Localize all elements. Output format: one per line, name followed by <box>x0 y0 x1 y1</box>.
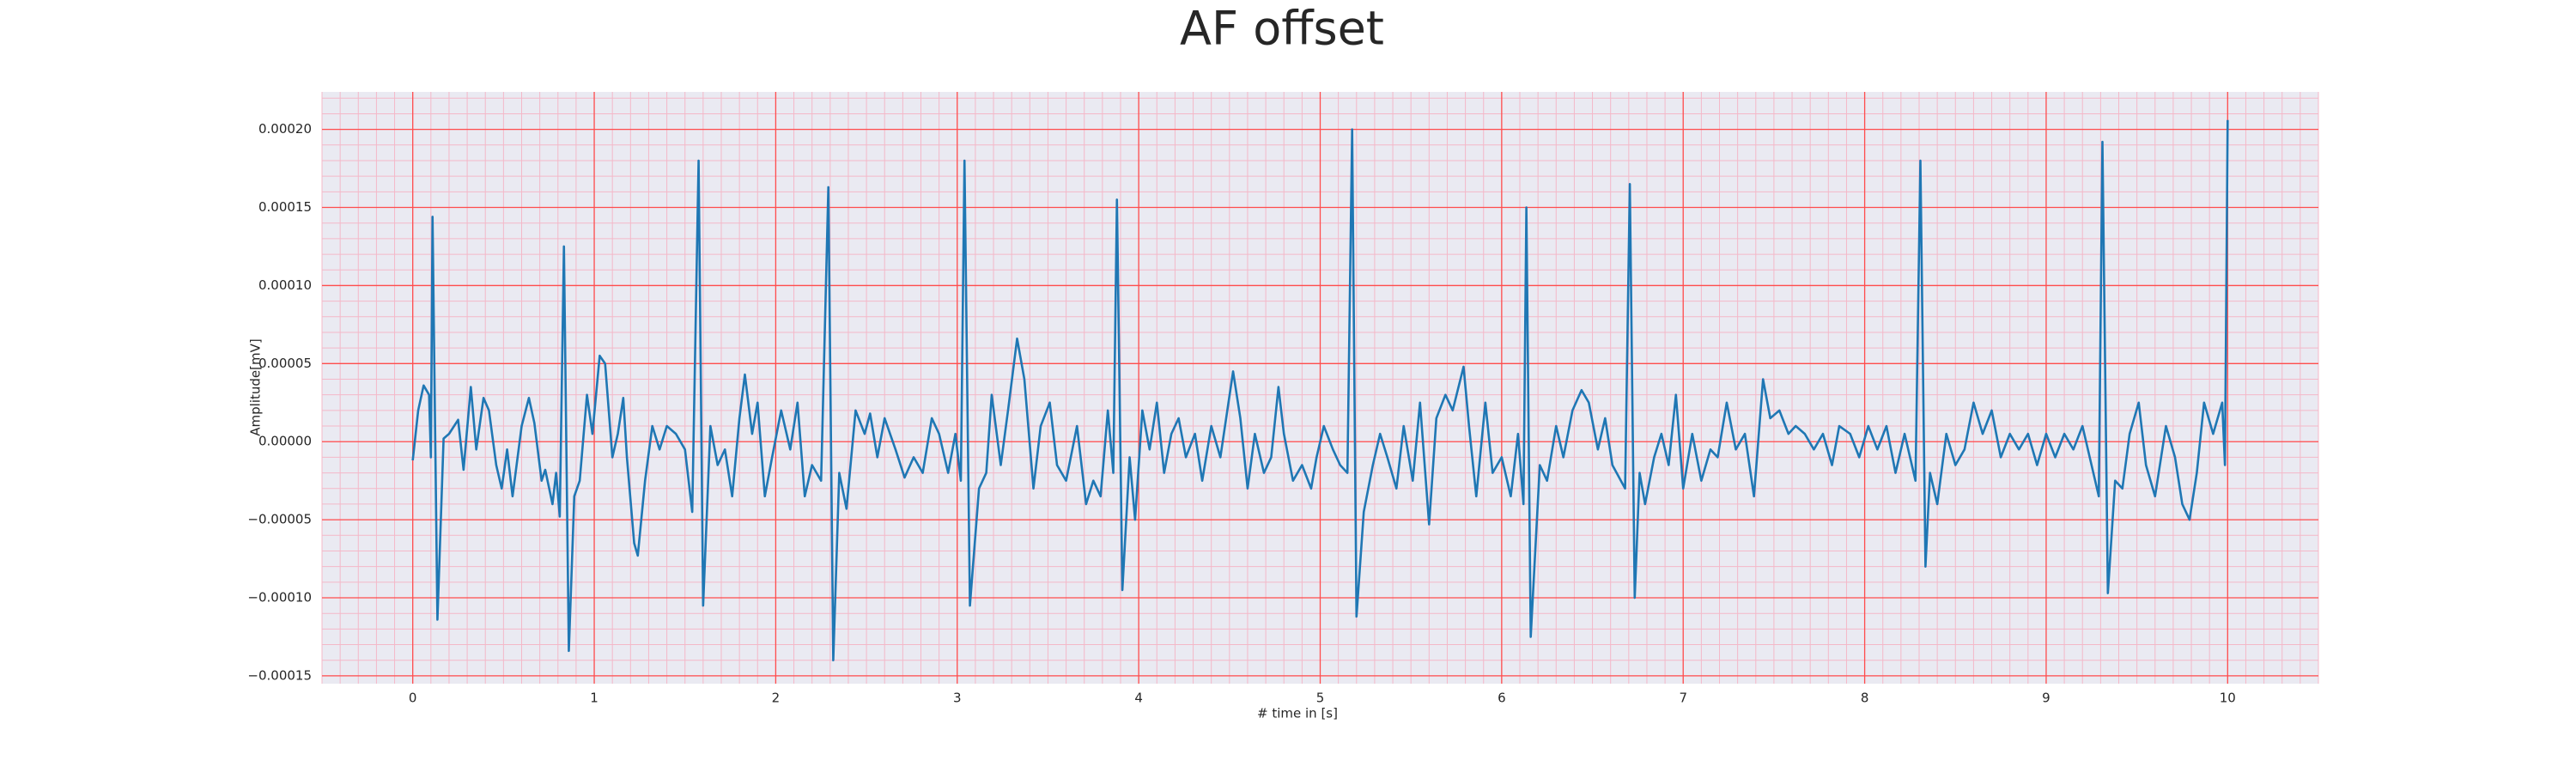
data-line <box>411 119 2229 662</box>
x-tick-label: 0 <box>409 691 417 706</box>
x-tick-label: 9 <box>2042 691 2050 706</box>
x-tick-label: 6 <box>1498 691 1506 706</box>
x-tick-label: 10 <box>2220 691 2236 706</box>
y-tick-label: −0.00010 <box>247 590 312 606</box>
x-tick-label: 3 <box>953 691 962 706</box>
x-tick-label: 1 <box>590 691 598 706</box>
plot-area <box>321 92 2319 684</box>
x-tick-label: 5 <box>1316 691 1325 706</box>
y-tick-label: −0.00015 <box>247 667 312 683</box>
x-tick-label: 2 <box>772 691 781 706</box>
x-axis-label: # time in [s] <box>1257 706 1338 721</box>
x-tick-label: 7 <box>1679 691 1687 706</box>
x-tick-label: 8 <box>1861 691 1869 706</box>
y-tick-label: 0.00015 <box>258 199 312 215</box>
chart-title: AF offset <box>1180 2 1384 56</box>
y-tick-label: −0.00005 <box>247 512 312 527</box>
x-tick-label: 4 <box>1134 691 1143 706</box>
y-axis-label: Amplitude[mV] <box>248 338 264 435</box>
y-tick-label: 0.00005 <box>258 356 312 371</box>
y-tick-label: 0.00010 <box>258 277 312 293</box>
y-tick-label: 0.00000 <box>258 434 312 449</box>
y-tick-label: 0.00020 <box>258 121 312 137</box>
